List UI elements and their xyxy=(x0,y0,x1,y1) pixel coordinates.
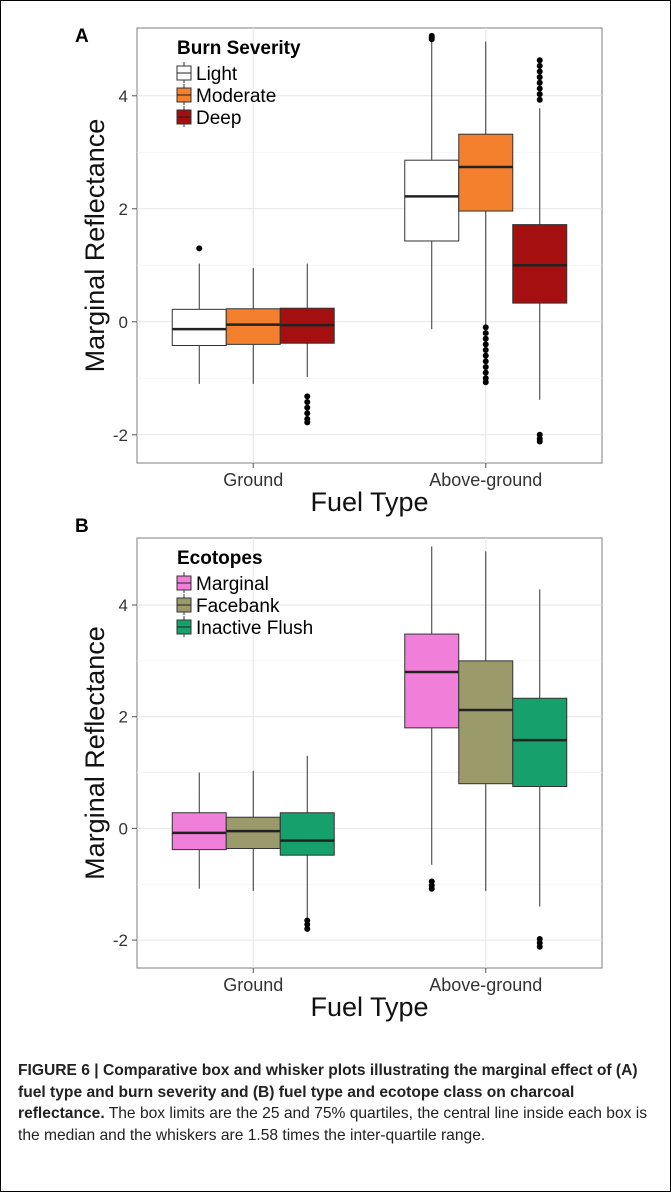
box-body xyxy=(171,308,227,346)
legend-label: Deep xyxy=(196,108,241,129)
y-tick-label: 4 xyxy=(119,87,128,106)
outlier-point xyxy=(304,410,311,417)
y-tick-label: -2 xyxy=(113,426,128,445)
outlier-point xyxy=(482,330,489,337)
legend-title: Burn Severity xyxy=(177,38,301,59)
outlier-point xyxy=(536,68,543,75)
outlier-point xyxy=(536,57,543,64)
box-facebank-above-ground xyxy=(458,551,514,891)
box-body xyxy=(225,308,281,345)
outlier-point xyxy=(482,379,489,386)
outlier-point xyxy=(482,363,489,370)
figure-caption: FIGURE 6 | Comparative box and whisker p… xyxy=(18,1060,648,1146)
outlier-point xyxy=(304,925,311,932)
box-body xyxy=(458,660,514,785)
outlier-point xyxy=(536,91,543,98)
box-body xyxy=(404,159,460,242)
caption-body: The box limits are the 25 and 75% quarti… xyxy=(18,1105,648,1144)
outlier-point xyxy=(536,438,543,445)
box-body xyxy=(404,633,460,729)
outlier-point xyxy=(482,352,489,359)
box-deep-ground xyxy=(279,263,335,426)
legend-item-moderate: Moderate xyxy=(176,84,276,107)
box-body xyxy=(171,812,227,851)
legend-item-inactive-flush: Inactive Flush xyxy=(176,616,313,639)
outlier-point xyxy=(536,85,543,92)
legend-label: Moderate xyxy=(196,86,276,107)
y-tick-label: 0 xyxy=(119,313,128,332)
legend-label: Marginal xyxy=(196,574,269,595)
box-inactive-flush-ground xyxy=(279,755,335,932)
panel-label: B xyxy=(75,516,89,537)
outlier-point xyxy=(428,885,435,892)
outlier-point xyxy=(536,62,543,69)
x-tick-label: Ground xyxy=(223,975,283,995)
outlier-point xyxy=(536,96,543,103)
outlier-point xyxy=(304,921,311,928)
outlier-point xyxy=(482,324,489,331)
legend-label: Light xyxy=(196,64,238,85)
outlier-point xyxy=(196,245,203,252)
box-light-above-ground xyxy=(404,32,460,330)
y-axis-title: Marginal Reflectance xyxy=(80,626,110,880)
outlier-point xyxy=(304,398,311,405)
outlier-point xyxy=(304,419,311,426)
box-light-ground xyxy=(171,245,227,384)
box-moderate-above-ground xyxy=(458,41,514,386)
x-axis-title: Fuel Type xyxy=(310,992,428,1022)
y-tick-label: 4 xyxy=(119,596,128,615)
legend-title: Ecotopes xyxy=(177,548,263,569)
box-body xyxy=(225,816,281,849)
outlier-point xyxy=(482,358,489,365)
outlier-point xyxy=(482,335,489,342)
y-tick-label: -2 xyxy=(113,931,128,950)
box-body xyxy=(279,812,335,856)
y-axis-title: Marginal Reflectance xyxy=(80,119,110,373)
box-body xyxy=(458,133,514,212)
outlier-point xyxy=(304,393,311,400)
outlier-point xyxy=(536,74,543,81)
outlier-point xyxy=(482,347,489,354)
legend-item-marginal: Marginal xyxy=(176,572,269,595)
x-axis-title: Fuel Type xyxy=(310,487,428,517)
x-tick-label: Ground xyxy=(223,470,283,490)
outlier-point xyxy=(304,404,311,411)
outlier-point xyxy=(482,369,489,376)
x-tick-label: Above-ground xyxy=(429,975,542,995)
box-body xyxy=(512,224,568,304)
y-tick-label: 2 xyxy=(119,200,128,219)
legend-item-deep: Deep xyxy=(176,106,241,129)
y-tick-label: 2 xyxy=(119,708,128,727)
legend-item-facebank: Facebank xyxy=(176,594,280,617)
box-inactive-flush-above-ground xyxy=(512,589,568,950)
outlier-point xyxy=(428,32,435,39)
box-body xyxy=(512,697,568,788)
box-deep-above-ground xyxy=(512,57,568,445)
outlier-point xyxy=(536,79,543,86)
legend-label: Facebank xyxy=(196,596,280,617)
outlier-point xyxy=(482,341,489,348)
caption-title: FIGURE 6 | Comparative box and whisker p… xyxy=(18,1062,638,1123)
outlier-point xyxy=(536,943,543,950)
box-marginal-above-ground xyxy=(404,546,460,892)
legend-item-light: Light xyxy=(176,62,238,85)
panel-label: A xyxy=(75,26,89,47)
legend-label: Inactive Flush xyxy=(196,618,313,639)
x-tick-label: Above-ground xyxy=(429,470,542,490)
y-tick-label: 0 xyxy=(119,819,128,838)
